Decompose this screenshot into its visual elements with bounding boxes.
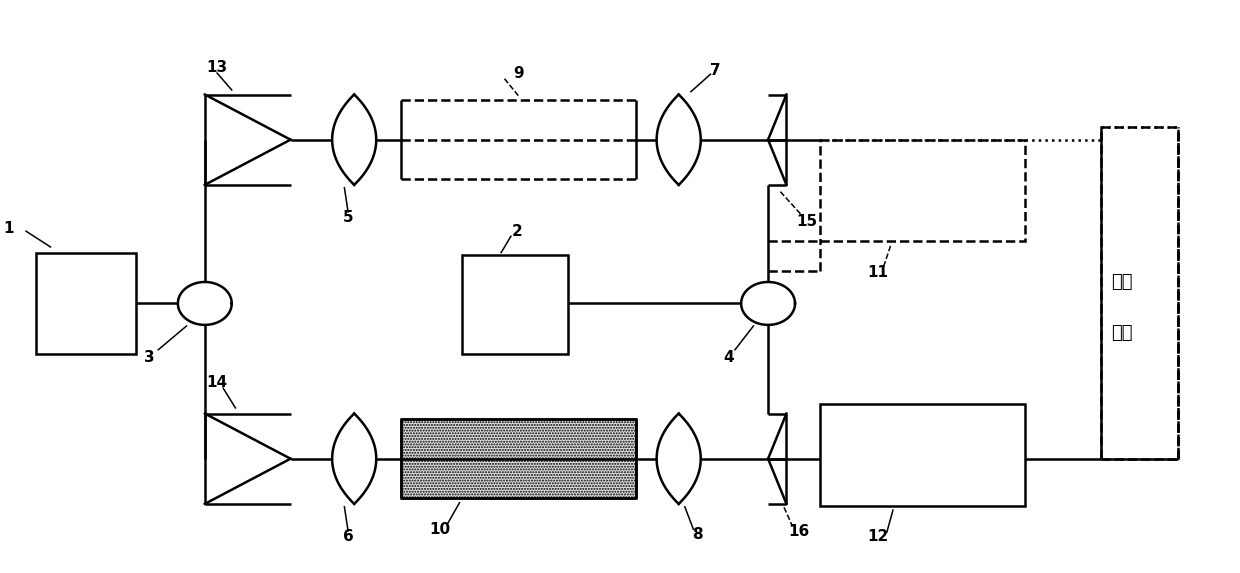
Text: 输出: 输出 [1111,273,1132,291]
Text: 8: 8 [692,528,702,543]
Text: 9: 9 [513,65,523,81]
Bar [820,404,1025,505]
Text: 2: 2 [512,224,522,239]
Text: 7: 7 [711,63,720,79]
Text: 6: 6 [342,529,353,544]
Text: 11: 11 [868,265,889,280]
Text: 4: 4 [724,350,734,364]
Text: 5: 5 [342,210,353,225]
Bar [1101,127,1178,459]
Text: 10: 10 [429,522,450,537]
Text: 15: 15 [796,214,818,229]
Text: 13: 13 [207,60,228,75]
Text: 12: 12 [868,529,889,544]
Text: 16: 16 [789,524,810,539]
Bar [36,253,136,354]
Bar [463,256,568,354]
Bar [401,419,636,499]
Text: 14: 14 [207,375,228,390]
Text: 1: 1 [4,221,14,237]
Text: 信号: 信号 [1111,324,1132,342]
Text: 3: 3 [144,350,155,364]
Bar [820,140,1025,241]
